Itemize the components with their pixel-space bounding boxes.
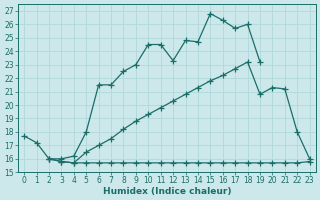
- X-axis label: Humidex (Indice chaleur): Humidex (Indice chaleur): [103, 187, 231, 196]
